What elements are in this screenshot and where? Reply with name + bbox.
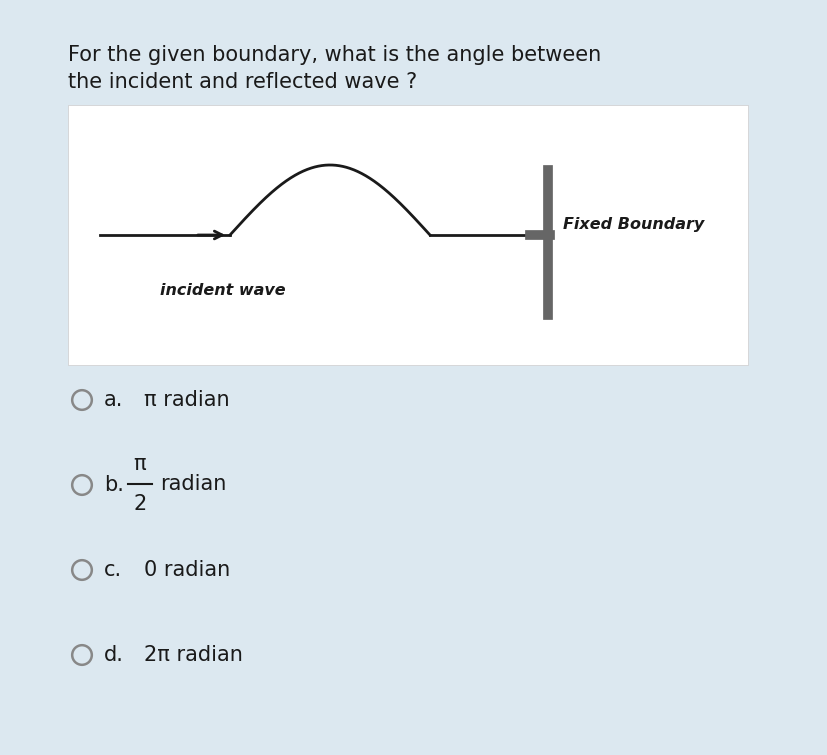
Text: For the given boundary, what is the angle between: For the given boundary, what is the angl… xyxy=(68,45,600,65)
Text: Fixed Boundary: Fixed Boundary xyxy=(562,217,704,233)
Text: π radian: π radian xyxy=(144,390,229,410)
Text: a.: a. xyxy=(104,390,123,410)
Text: radian: radian xyxy=(160,474,226,494)
Text: incident wave: incident wave xyxy=(160,283,285,298)
Text: π: π xyxy=(133,454,146,474)
Text: 2π radian: 2π radian xyxy=(144,645,242,665)
Text: c.: c. xyxy=(104,560,122,580)
Text: d.: d. xyxy=(104,645,124,665)
FancyBboxPatch shape xyxy=(68,105,747,365)
Text: the incident and reflected wave ?: the incident and reflected wave ? xyxy=(68,72,417,92)
Text: 0 radian: 0 radian xyxy=(144,560,230,580)
Text: 2: 2 xyxy=(133,494,146,514)
Text: b.: b. xyxy=(104,475,124,495)
